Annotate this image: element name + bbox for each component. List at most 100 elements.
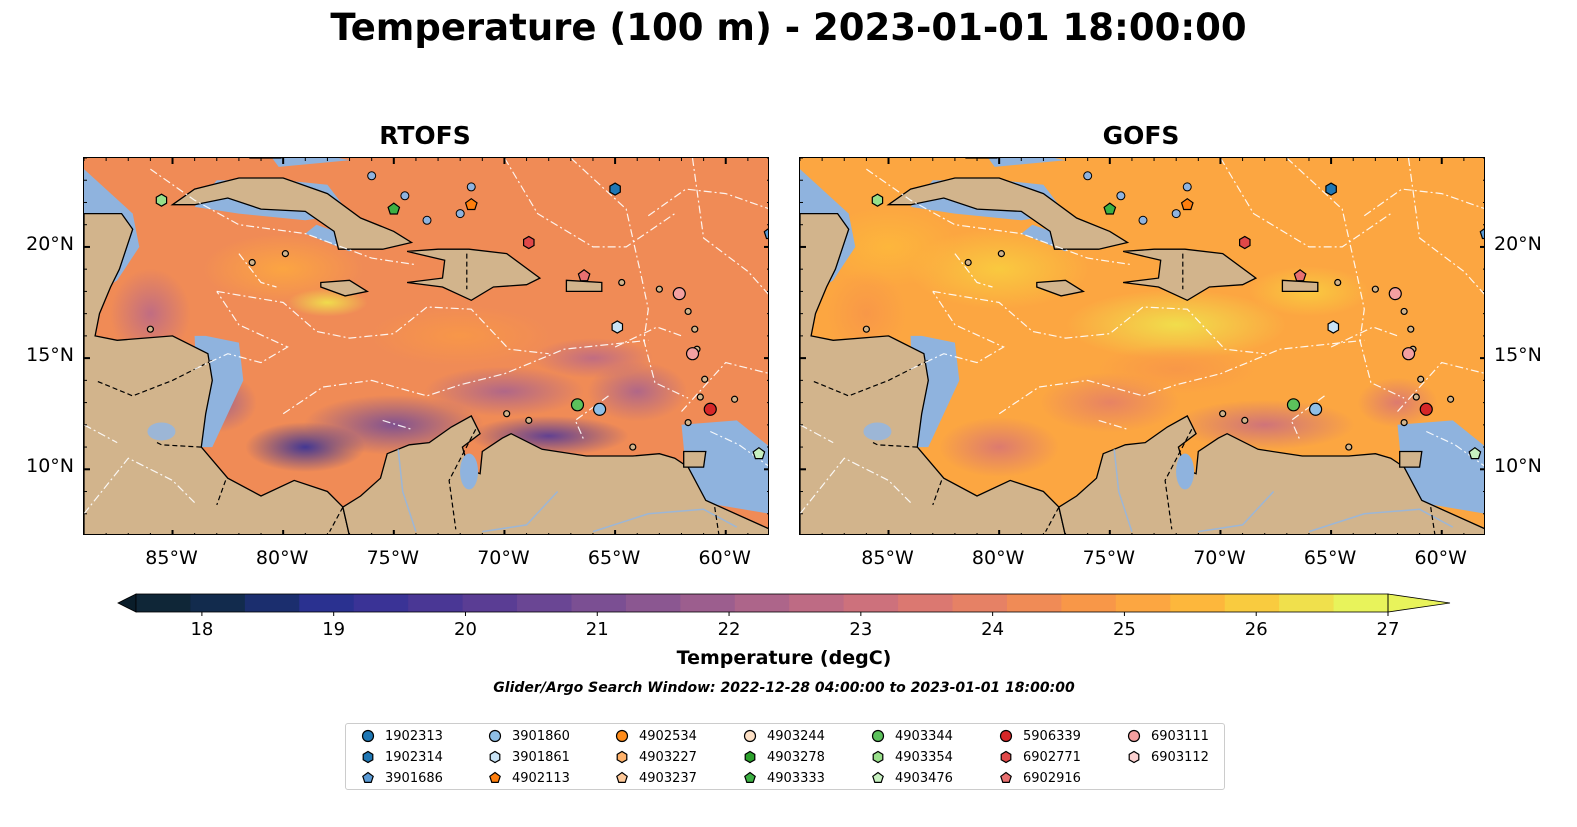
legend-item: 3901686 — [360, 769, 443, 787]
island — [618, 278, 626, 287]
eez-boundary — [691, 158, 768, 295]
island — [466, 182, 476, 192]
legend-item: 4903278 — [742, 748, 825, 766]
circle-marker-icon — [361, 729, 375, 743]
legend-label: 6902771 — [1023, 749, 1081, 765]
colorbar-tick-label: 21 — [585, 619, 609, 640]
legend-label: 3901860 — [512, 728, 570, 744]
colorbar-segment — [1170, 594, 1226, 612]
river — [1113, 449, 1133, 532]
land-mass — [565, 279, 603, 293]
float-legend: 1902313 1902314 3901686 3901860 3901861 49021… — [345, 723, 1225, 790]
colorbar-segment — [680, 594, 736, 612]
float-marker — [1239, 235, 1251, 250]
island — [1241, 416, 1249, 424]
colorbar-segment — [353, 594, 409, 612]
colorbar-segment — [898, 594, 954, 612]
river — [482, 490, 559, 533]
legend-label: 4903227 — [639, 749, 697, 765]
country-border — [872, 442, 918, 448]
panel-title-gofs: GOFS — [1102, 121, 1180, 150]
legend-label: 1902313 — [385, 728, 443, 744]
float-marker — [1293, 269, 1307, 282]
legend-item: 4903333 — [742, 769, 825, 787]
colorbar-tick-label: 18 — [190, 619, 214, 640]
island — [997, 250, 1005, 258]
page-title: Temperature (100 m) - 2023-01-01 18:00:0… — [330, 6, 1247, 49]
hexagon-marker-icon — [744, 750, 756, 764]
float-marker — [1468, 446, 1482, 460]
float-marker — [609, 182, 621, 196]
island — [1446, 395, 1455, 403]
lon-tick-label: 60°W — [1414, 547, 1467, 569]
legend-label: 6903112 — [1151, 749, 1209, 765]
lon-tick-label: 70°W — [1193, 547, 1246, 569]
lat-tick-label: 20°N — [1494, 232, 1542, 255]
float-marker — [1479, 228, 1484, 240]
temperature-patch — [1096, 344, 1257, 395]
eez-boundary — [570, 158, 689, 399]
lon-tick-label: 85°W — [861, 547, 914, 569]
island — [964, 258, 972, 267]
island — [1417, 375, 1425, 383]
legend-item: 4902534 — [614, 727, 697, 745]
eez-boundary — [194, 291, 289, 370]
land-mass — [886, 177, 1130, 250]
island — [367, 171, 377, 181]
eez-boundary — [647, 188, 768, 217]
legend-item: 3901861 — [487, 748, 570, 766]
colorbar-segment — [789, 594, 845, 612]
pentagon-marker-icon — [616, 771, 628, 783]
float-marker — [1327, 320, 1340, 334]
colorbar-segment — [190, 594, 246, 612]
legend-label: 6903111 — [1151, 728, 1209, 744]
float-marker — [1309, 402, 1323, 416]
country-border — [714, 507, 720, 534]
pentagon-marker-icon — [872, 771, 884, 783]
gofs-map-canvas — [800, 158, 1484, 534]
float-marker — [1401, 347, 1416, 361]
eez-boundary — [681, 361, 768, 412]
float-marker — [672, 287, 686, 301]
colorbar-segment — [1333, 594, 1389, 612]
search-window-caption: Glider/Argo Search Window: 2022-12-28 04… — [493, 680, 1075, 696]
temperature-patch — [424, 366, 585, 417]
colorbar-segment — [625, 594, 681, 612]
float-marker — [1103, 202, 1117, 215]
legend-item: 6903111 — [1126, 727, 1209, 745]
legend-label: 4902534 — [639, 728, 697, 744]
circle-marker-icon — [1127, 729, 1141, 743]
hexagon-marker-icon — [1128, 750, 1140, 764]
pentagon-marker-icon — [1000, 771, 1012, 783]
map-ticks — [800, 158, 1484, 534]
colorbar-segment — [1279, 594, 1335, 612]
river — [1198, 490, 1275, 533]
legend-item: 4903476 — [870, 769, 953, 787]
float-marker — [593, 402, 607, 416]
eez-boundary — [1219, 158, 1392, 248]
country-border — [932, 480, 943, 506]
float-marker — [570, 398, 585, 412]
land-mass — [1122, 248, 1258, 302]
shallow-shelf — [988, 158, 1066, 167]
island — [1345, 443, 1353, 451]
eez-boundary — [382, 419, 412, 430]
island — [1407, 325, 1415, 333]
island — [696, 393, 704, 401]
pentagon-marker-icon — [744, 771, 756, 783]
island — [248, 258, 256, 267]
lon-tick-label: 65°W — [587, 547, 641, 569]
island — [701, 375, 709, 383]
float-marker — [523, 235, 535, 250]
float-marker — [763, 228, 768, 240]
lat-tick-label: 10°N — [1494, 455, 1542, 478]
colorbar-segment — [1006, 594, 1062, 612]
island — [1171, 209, 1181, 219]
eez-boundary — [932, 290, 1265, 355]
colorbar-segment — [843, 594, 899, 612]
colorbar-tick-label: 22 — [717, 619, 741, 640]
land-mass — [170, 177, 414, 250]
island — [146, 325, 154, 333]
colorbar-tick-label: 25 — [1112, 619, 1136, 640]
map-ticks — [84, 158, 768, 534]
